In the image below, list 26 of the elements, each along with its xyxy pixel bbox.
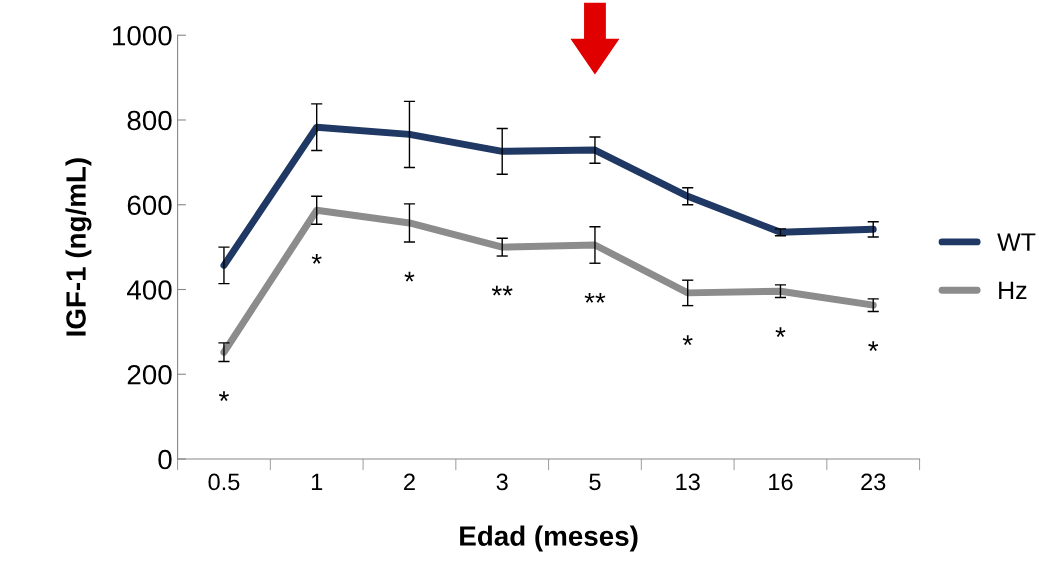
annotation: ** xyxy=(491,285,513,296)
annotation: * xyxy=(868,341,879,352)
y-tick-label: 200 xyxy=(127,364,172,385)
y-tick-label: 0 xyxy=(158,449,172,470)
annotation: * xyxy=(311,253,322,264)
x-tick-label: 5 xyxy=(589,473,601,491)
annotation: * xyxy=(682,335,693,346)
legend-label: WT xyxy=(997,233,1036,251)
x-tick-label: 0.5 xyxy=(208,473,240,491)
x-tick-label: 3 xyxy=(496,473,508,491)
x-tick-label: 2 xyxy=(404,473,415,491)
annotation: * xyxy=(218,391,229,402)
annotation: * xyxy=(404,271,415,282)
legend-label: Hz xyxy=(999,281,1027,299)
y-tick-label: 600 xyxy=(127,195,172,216)
y-tick-label: 800 xyxy=(127,110,172,131)
x-tick-label: 1 xyxy=(311,473,323,491)
annotation: ** xyxy=(584,292,606,303)
annotation: * xyxy=(775,327,786,338)
x-axis-title: Edad (meses) xyxy=(460,525,638,552)
x-tick-label: 13 xyxy=(676,473,700,491)
y-tick-label: 400 xyxy=(127,280,172,300)
x-tick-label: 16 xyxy=(769,473,793,491)
y-tick-label: 1000 xyxy=(113,25,172,46)
y-axis-title: IGF-1 (ng/mL) xyxy=(65,158,92,336)
x-tick-label: 23 xyxy=(861,473,886,491)
